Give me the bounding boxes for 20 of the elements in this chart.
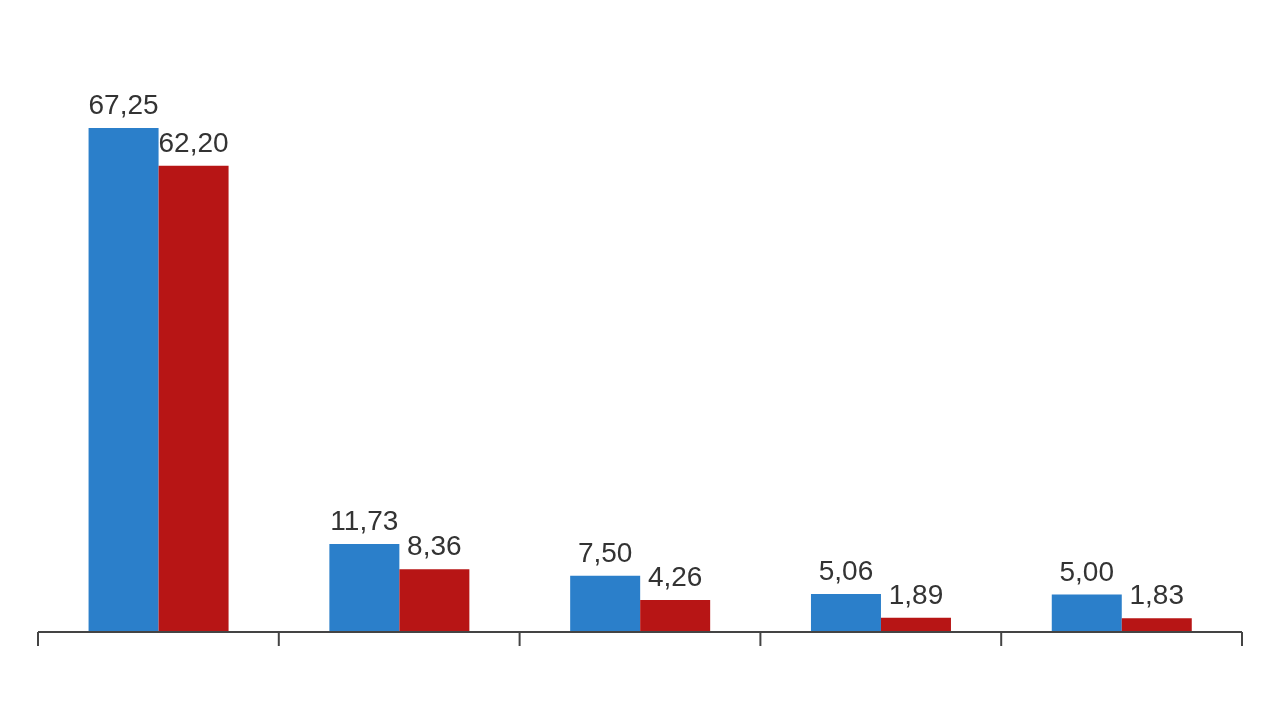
- bar: [158, 165, 229, 632]
- bar: [880, 617, 951, 632]
- bar: [329, 544, 400, 632]
- bar: [399, 569, 470, 632]
- bar: [1121, 618, 1192, 632]
- bar: [640, 600, 711, 632]
- data-label: 7,50: [577, 536, 633, 568]
- bar: [88, 128, 159, 632]
- data-label: 8,36: [407, 530, 462, 562]
- data-label: 11,73: [330, 505, 399, 537]
- bar: [570, 575, 641, 632]
- data-label: 62,20: [158, 126, 229, 158]
- data-label: 67,25: [88, 89, 159, 120]
- data-label: 1,89: [888, 578, 944, 610]
- data-label: 4,26: [647, 561, 703, 593]
- data-label: 5,00: [1059, 555, 1115, 587]
- data-label: 5,06: [818, 555, 874, 587]
- bar: [810, 594, 881, 632]
- bar: [1051, 594, 1122, 632]
- data-label: 1,83: [1129, 579, 1185, 611]
